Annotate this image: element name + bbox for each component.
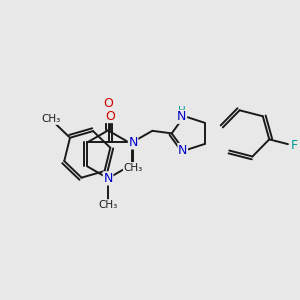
Text: O: O	[103, 97, 113, 110]
Text: CH₃: CH₃	[41, 114, 61, 124]
Text: N: N	[178, 143, 188, 157]
Text: CH₃: CH₃	[98, 200, 118, 210]
Text: N: N	[128, 136, 138, 149]
Text: N: N	[177, 110, 187, 123]
Text: O: O	[106, 110, 116, 122]
Text: CH₃: CH₃	[124, 163, 143, 172]
Text: H: H	[178, 106, 186, 116]
Text: N: N	[103, 172, 113, 185]
Text: F: F	[291, 139, 298, 152]
